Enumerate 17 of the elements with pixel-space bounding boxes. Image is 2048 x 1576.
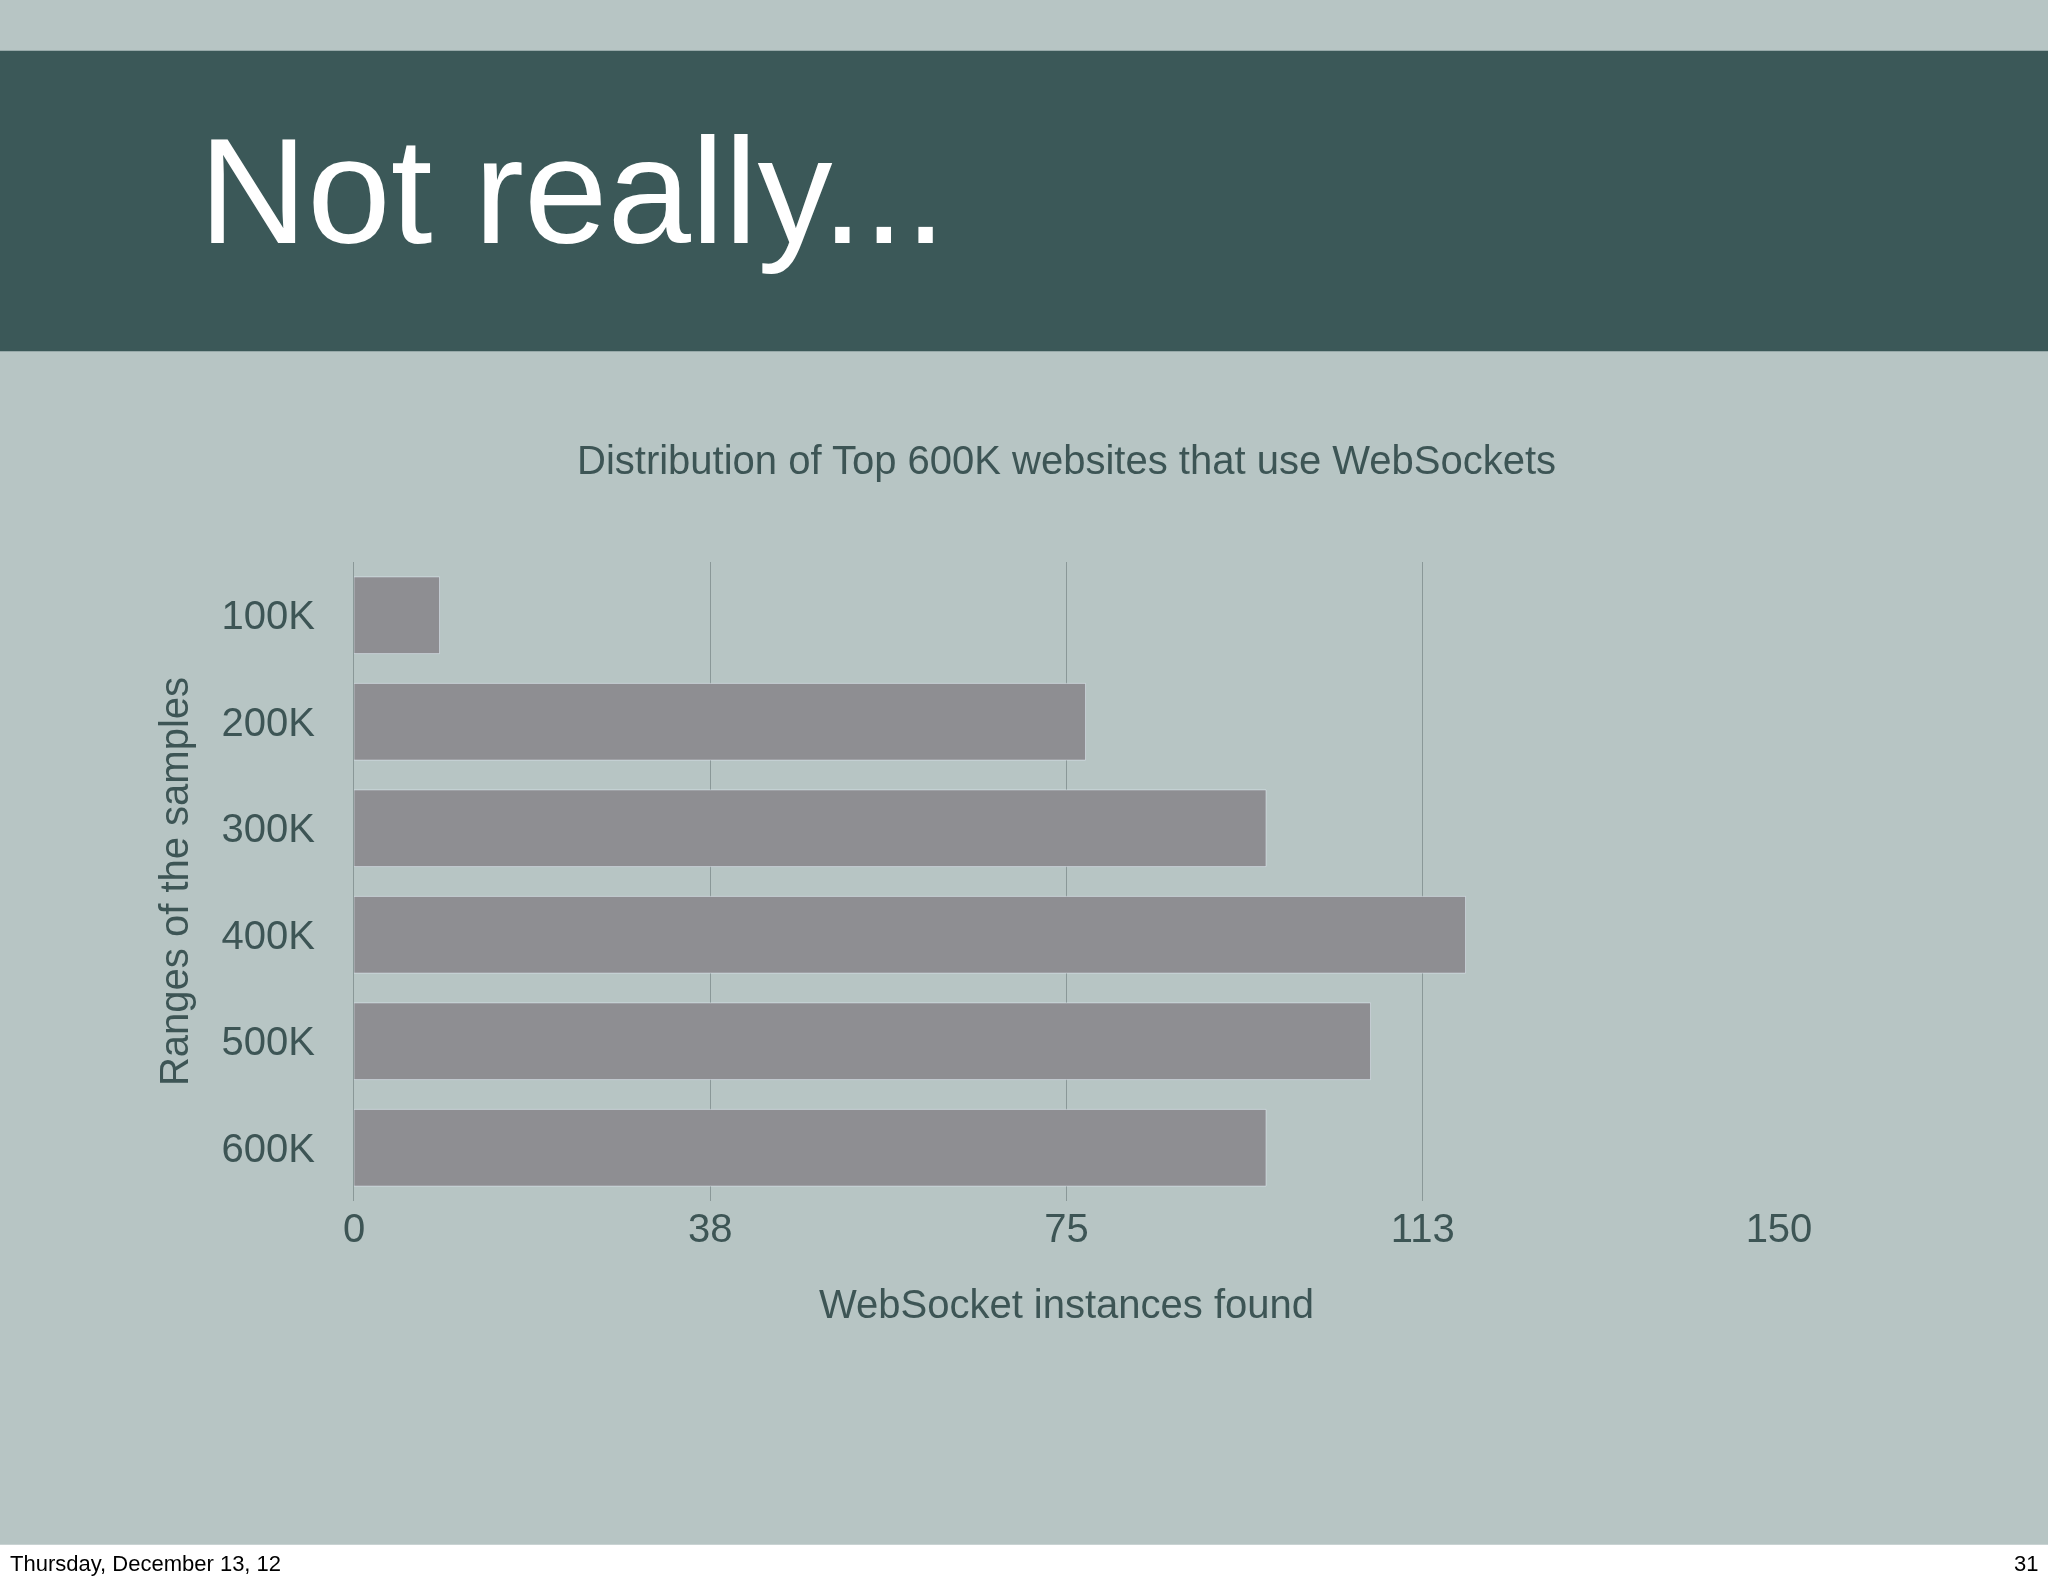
x-tick-label: 75 bbox=[1044, 1206, 1089, 1250]
y-tick-label: 200K bbox=[221, 699, 316, 744]
text: Thursday, December 13, 12 bbox=[10, 1551, 282, 1576]
y-axis-title: Ranges of the samples bbox=[152, 676, 197, 1087]
y-tick-label: 300K bbox=[221, 806, 316, 851]
x-tick-label: 150 bbox=[1745, 1206, 1813, 1250]
x-tick-label: 0 bbox=[342, 1206, 366, 1250]
y-tick-label: 600K bbox=[221, 1125, 316, 1170]
x-tick-label: 38 bbox=[688, 1206, 733, 1250]
x-tick-label: 113 bbox=[1390, 1206, 1455, 1250]
text: 31 bbox=[2014, 1551, 2039, 1576]
chart-subtitle: Distribution of Top 600K websites that use WebSockets bbox=[577, 438, 1557, 482]
y-tick-label: 400K bbox=[221, 912, 316, 957]
chart-title: Not really... bbox=[199, 107, 947, 275]
y-tick-label: 500K bbox=[221, 1019, 316, 1064]
y-tick-label: 100K bbox=[221, 593, 316, 638]
x-axis-title: WebSocket instances found bbox=[818, 1281, 1315, 1326]
